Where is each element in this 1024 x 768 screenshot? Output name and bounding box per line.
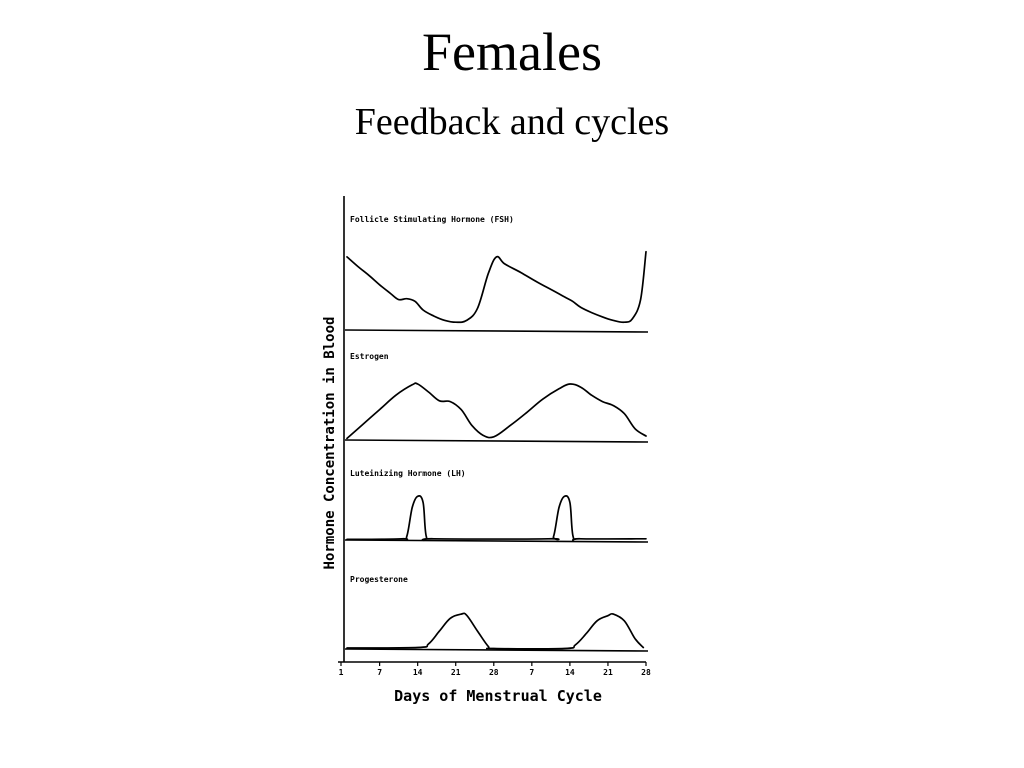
series-label: Progesterone — [350, 575, 408, 584]
x-tick-label: 7 — [377, 668, 382, 677]
x-tick-label: 21 — [451, 668, 461, 677]
series-label: Luteinizing Hormone (LH) — [350, 468, 466, 478]
panel-baseline — [344, 439, 649, 443]
y-axis-label: Hormone Concentration in Blood — [322, 317, 338, 570]
x-tick-label: 21 — [603, 668, 613, 677]
panel-baseline — [344, 648, 649, 652]
x-tick-label: 28 — [489, 668, 499, 677]
slide-title: Females — [422, 22, 602, 82]
x-tick-label: 28 — [641, 668, 651, 677]
series-label: Estrogen — [350, 352, 389, 361]
x-tick-label: 14 — [565, 668, 575, 677]
panel-2: Luteinizing Hormone (LH) — [344, 468, 649, 543]
x-tick-label: 14 — [413, 668, 423, 677]
x-axis-label: Days of Menstrual Cycle — [394, 687, 602, 705]
series-line — [346, 612, 645, 650]
x-tick-label: 1 — [339, 668, 344, 677]
series-label: Follicle Stimulating Hormone (FSH) — [350, 214, 514, 224]
series-line — [346, 495, 647, 542]
x-tick-label: 7 — [529, 668, 534, 677]
panel-baseline — [344, 539, 649, 543]
panel-1: Estrogen — [344, 352, 649, 443]
slide-subtitle: Feedback and cycles — [354, 101, 670, 143]
panel-baseline — [344, 329, 649, 333]
series-line — [346, 382, 647, 440]
panel-3: Progesterone — [344, 575, 649, 652]
series-line — [346, 250, 647, 324]
panel-0: Follicle Stimulating Hormone (FSH) — [344, 214, 649, 333]
